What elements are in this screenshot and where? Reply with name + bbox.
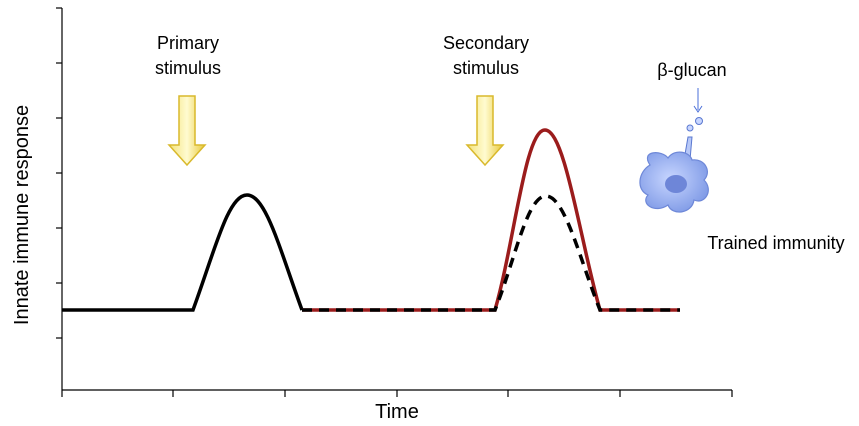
beta-glucan-label: β-glucan: [657, 60, 726, 80]
trained-response-curve: [302, 128, 680, 312]
y-ticks: [56, 7, 62, 339]
primary-response-curve: [62, 193, 304, 312]
untrained-response-curve: [302, 194, 680, 312]
secondary-arrow: [465, 95, 505, 167]
primary-arrow: [167, 95, 207, 167]
primary-label-line1: Primary: [157, 33, 219, 53]
axes: [56, 7, 733, 397]
macrophage-icon: [639, 88, 709, 213]
y-axis-label: Innate immune response: [11, 105, 33, 325]
primary-label-line2: stimulus: [155, 58, 221, 78]
x-ticks: [61, 390, 733, 397]
secondary-label-line2: stimulus: [453, 58, 519, 78]
trained-immunity-label: Trained immunity: [707, 233, 844, 253]
x-axis-label: Time: [375, 401, 419, 423]
secondary-label-line1: Secondary: [443, 33, 529, 53]
